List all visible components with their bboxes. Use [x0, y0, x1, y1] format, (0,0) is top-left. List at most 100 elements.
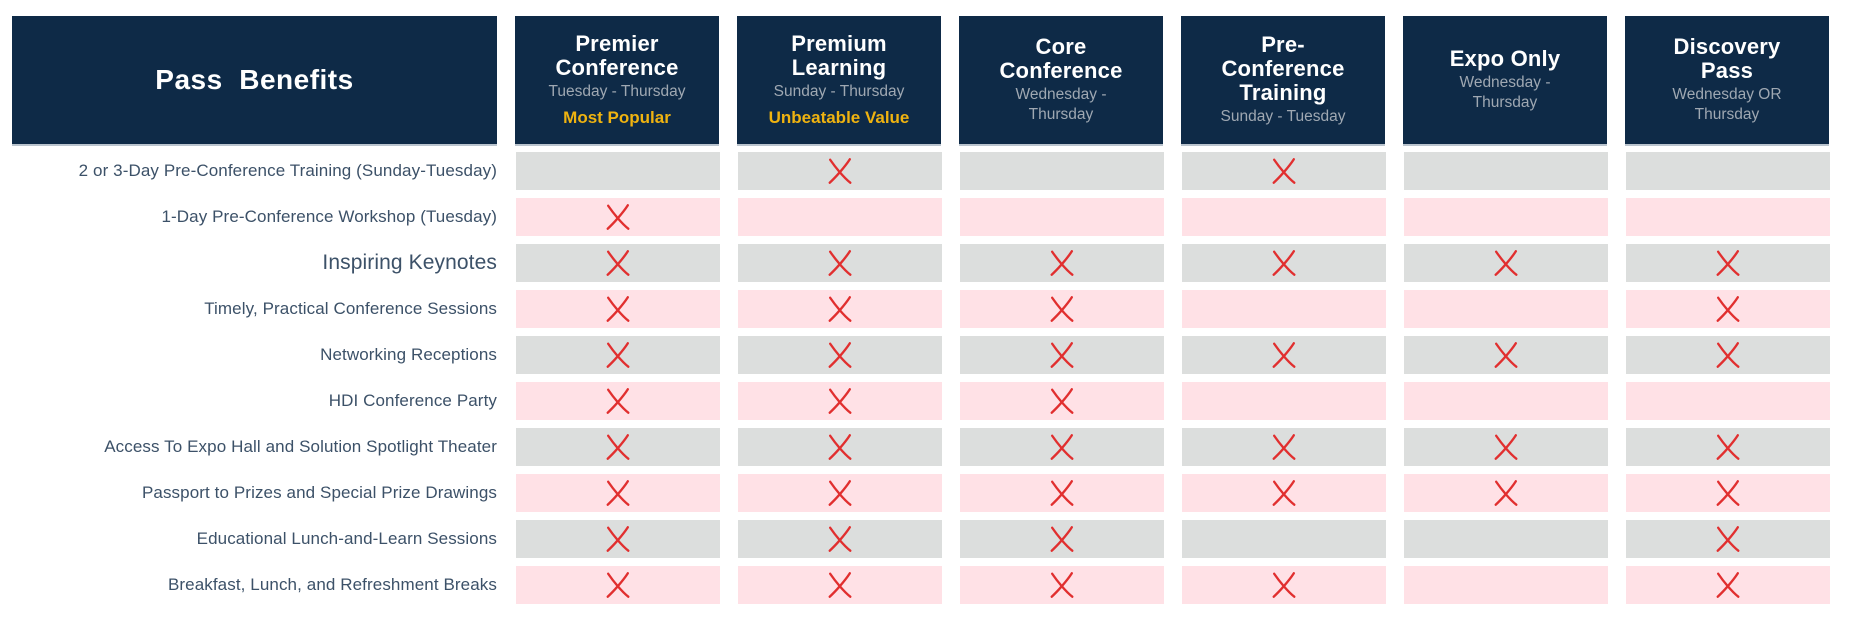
column-days: Sunday - Thursday: [774, 82, 905, 102]
column-days: Tuesday - Thursday: [549, 82, 686, 102]
benefit-row: Access To Expo Hall and Solution Spotlig…: [12, 428, 1830, 466]
x-mark-icon: [1716, 572, 1740, 598]
benefit-cell-discovery-pass: [1626, 244, 1830, 282]
benefit-cell-premium-learning: [738, 428, 942, 466]
column-title-line: Premier: [575, 30, 659, 56]
benefit-cell-premium-learning: [738, 244, 942, 282]
column-badge: Unbeatable Value: [768, 107, 910, 127]
benefit-cell-premier-conference: [516, 474, 720, 512]
benefit-row: Passport to Prizes and Special Prize Dra…: [12, 474, 1830, 512]
benefit-label: 1-Day Pre-Conference Workshop (Tuesday): [161, 207, 497, 226]
column-title: Discovery Pass: [1674, 35, 1781, 83]
benefit-row: Educational Lunch-and-Learn Sessions: [12, 520, 1830, 558]
column-header-core-conference: Core Conference Wednesday - Thursday: [959, 16, 1163, 144]
column-title-line: Core: [1035, 34, 1087, 59]
x-mark-icon: [606, 526, 630, 552]
x-mark-icon: [828, 388, 852, 414]
x-mark-icon: [828, 480, 852, 506]
x-mark-icon: [1716, 342, 1740, 368]
column-header-premier-conference: Premier Conference Tuesday - Thursday Most …: [515, 16, 719, 144]
x-mark-icon: [606, 388, 630, 414]
benefit-row: HDI Conference Party: [12, 382, 1830, 420]
benefit-cell-premier-conference: [516, 244, 720, 282]
benefit-cell-premium-learning: [738, 566, 942, 604]
x-mark-icon: [828, 434, 852, 460]
x-mark-icon: [1050, 296, 1074, 322]
column-title-line: Conference: [999, 58, 1123, 83]
benefit-row: Networking Receptions: [12, 336, 1830, 374]
benefit-cell-premium-learning: [738, 198, 942, 236]
benefit-row: Breakfast, Lunch, and Refreshment Breaks: [12, 566, 1830, 604]
table-title: Pass Benefits: [155, 64, 354, 95]
benefit-cell-discovery-pass: [1626, 428, 1830, 466]
benefit-cell-expo-only: [1404, 520, 1608, 558]
benefit-cell-expo-only: [1404, 382, 1608, 420]
column-header-pre-conference-training: Pre- Conference Training Sunday - Tuesday: [1181, 16, 1385, 144]
benefit-cell-core-conference: [960, 520, 1164, 558]
column-days-line: Thursday: [1028, 106, 1094, 123]
x-mark-icon: [1716, 480, 1740, 506]
benefit-cell-premier-conference: [516, 382, 720, 420]
column-title: Premier Conference: [555, 30, 678, 80]
column-days-line: Wednesday -: [1459, 74, 1551, 91]
benefit-cell-discovery-pass: [1626, 336, 1830, 374]
x-mark-icon: [828, 158, 852, 184]
column-header-expo-only: Expo Only Wednesday - Thursday: [1403, 16, 1607, 144]
benefit-cell-expo-only: [1404, 336, 1608, 374]
benefit-cell-premier-conference: [516, 198, 720, 236]
x-mark-icon: [606, 204, 630, 230]
benefit-cell-expo-only: [1404, 152, 1608, 190]
x-mark-icon: [1716, 526, 1740, 552]
benefit-cell-core-conference: [960, 198, 1164, 236]
benefit-row: 1-Day Pre-Conference Workshop (Tuesday): [12, 198, 1830, 236]
benefit-cell-expo-only: [1404, 198, 1608, 236]
x-mark-icon: [606, 480, 630, 506]
benefit-cell-premier-conference: [516, 290, 720, 328]
column-title-line: Expo Only: [1449, 46, 1561, 71]
pass-benefits-header-box: Pass Benefits: [12, 16, 497, 144]
x-mark-icon: [828, 572, 852, 598]
benefit-cell-premier-conference: [516, 428, 720, 466]
benefit-cell-discovery-pass: [1626, 474, 1830, 512]
x-mark-icon: [1272, 572, 1296, 598]
column-days-line: Tuesday - Thursday: [548, 82, 686, 100]
x-mark-icon: [606, 434, 630, 460]
benefit-cell-pre-conference-training: [1182, 290, 1386, 328]
benefit-cell-pre-conference-training: [1182, 198, 1386, 236]
benefit-cell-pre-conference-training: [1182, 152, 1386, 190]
column-title: Premium Learning: [791, 31, 887, 80]
benefit-label: Inspiring Keynotes: [322, 251, 497, 274]
benefit-cell-pre-conference-training: [1182, 244, 1386, 282]
benefit-cell-expo-only: [1404, 566, 1608, 604]
x-mark-icon: [606, 572, 630, 598]
benefit-cell-core-conference: [960, 566, 1164, 604]
benefit-cell-premium-learning: [738, 382, 942, 420]
x-mark-icon: [1050, 342, 1074, 368]
benefit-cell-pre-conference-training: [1182, 382, 1386, 420]
benefit-label: Networking Receptions: [320, 345, 497, 364]
column-days-line: Thursday: [1472, 94, 1538, 111]
benefit-cell-premier-conference: [516, 566, 720, 604]
benefit-label: 2 or 3-Day Pre-Conference Training (Sund…: [78, 161, 497, 180]
benefit-cell-core-conference: [960, 336, 1164, 374]
x-mark-icon: [1272, 158, 1296, 184]
x-mark-icon: [828, 296, 852, 322]
column-title: Core Conference: [999, 35, 1122, 83]
benefit-label: Breakfast, Lunch, and Refreshment Breaks: [167, 575, 497, 594]
x-mark-icon: [1050, 434, 1074, 460]
column-title-line: Training: [1239, 80, 1327, 105]
benefit-cell-discovery-pass: [1626, 290, 1830, 328]
x-mark-icon: [1494, 342, 1518, 368]
x-mark-icon: [828, 526, 852, 552]
column-days: Wednesday - Thursday: [1015, 85, 1106, 125]
benefit-cell-expo-only: [1404, 290, 1608, 328]
column-header-premium-learning: Premium Learning Sunday - Thursday Unbeatab…: [737, 16, 941, 144]
benefit-label: Passport to Prizes and Special Prize Dra…: [141, 483, 497, 502]
x-mark-icon: [1716, 296, 1740, 322]
benefit-cell-discovery-pass: [1626, 566, 1830, 604]
x-mark-icon: [1272, 342, 1296, 368]
benefit-cell-core-conference: [960, 428, 1164, 466]
benefit-cell-pre-conference-training: [1182, 428, 1386, 466]
pass-benefits-comparison-table: Pass Benefits Premier Conference Tuesday -…: [12, 16, 1830, 612]
